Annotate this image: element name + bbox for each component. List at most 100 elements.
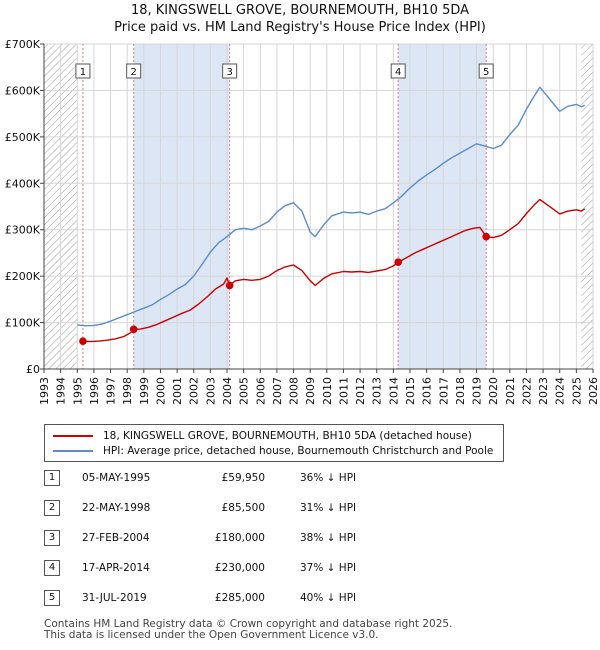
hpi-line — [77, 86, 585, 327]
title-line-2: Price paid vs. HM Land Registry's House … — [114, 20, 486, 35]
x-tick-label: 1994 — [55, 377, 68, 405]
legend-label-hpi: HPI: Average price, detached house, Bour… — [103, 445, 494, 457]
x-tick-label: 2005 — [238, 377, 251, 405]
sale-row: 5 31-JUL-2019 £285,000 40% ↓ HPI — [0, 590, 600, 608]
x-tick-label: 2017 — [437, 377, 450, 405]
sale-marker-box — [75, 63, 91, 79]
sale-number: 5 — [44, 590, 60, 606]
sale-price: £180,000 — [214, 532, 265, 544]
sale-point — [79, 337, 87, 345]
legend-item-property: 18, KINGSWELL GROVE, BOURNEMOUTH, BH10 5… — [53, 429, 472, 443]
x-tick-label: 2014 — [387, 377, 400, 405]
y-tick-label: £500K — [5, 131, 41, 144]
property-line — [82, 198, 586, 343]
sale-marker-label: 3 — [226, 67, 232, 78]
sale-number: 3 — [44, 530, 60, 546]
sale-number: 4 — [44, 560, 60, 576]
x-tick-label: 2023 — [537, 377, 550, 405]
x-tick-label: 2002 — [188, 377, 201, 405]
x-tick-label: 2012 — [354, 377, 367, 405]
sale-point — [394, 258, 402, 267]
sale-delta: 37% ↓ HPI — [300, 562, 357, 574]
y-tick-label: £100K — [5, 317, 41, 330]
sale-row: 3 27-FEB-2004 £180,000 38% ↓ HPI — [0, 530, 600, 548]
title-line-1: 18, KINGSWELL GROVE, BOURNEMOUTH, BH10 5… — [130, 3, 470, 18]
sale-marker-box — [222, 63, 238, 79]
x-tick-label: 1998 — [121, 377, 134, 405]
legend-swatch-hpi — [53, 450, 93, 452]
footer-copyright: Contains HM Land Registry data © Crown c… — [44, 618, 453, 630]
x-tick-label: 2018 — [454, 377, 467, 405]
sale-delta: 40% ↓ HPI — [300, 592, 357, 604]
y-tick-label: £700K — [5, 38, 41, 51]
sale-price: £85,500 — [221, 502, 265, 514]
y-tick-label: £400K — [5, 177, 41, 190]
x-tick-label: 2015 — [404, 377, 417, 405]
x-tick-label: 2024 — [554, 377, 567, 405]
x-tick-label: 2003 — [204, 377, 217, 405]
sale-row: 1 05-MAY-1995 £59,950 36% ↓ HPI — [0, 470, 600, 488]
sale-marker-box — [390, 63, 406, 79]
y-tick-label: £0 — [26, 363, 40, 376]
sale-row: 4 17-APR-2014 £230,000 37% ↓ HPI — [0, 560, 600, 578]
legend-label-property: 18, KINGSWELL GROVE, BOURNEMOUTH, BH10 5… — [103, 430, 472, 442]
x-tick-label: 2016 — [421, 377, 434, 405]
x-tick-label: 2008 — [288, 377, 301, 405]
x-tick-label: 1997 — [105, 377, 118, 405]
x-tick-label: 2006 — [254, 377, 267, 405]
x-tick-label: 2025 — [570, 377, 583, 405]
sale-marker-label: 2 — [130, 67, 136, 78]
x-tick-label: 2021 — [504, 377, 517, 405]
sale-number: 1 — [44, 470, 60, 486]
sale-marker-label: 1 — [80, 67, 86, 78]
x-tick-label: 1993 — [38, 377, 51, 405]
sale-price: £285,000 — [214, 592, 265, 604]
legend-item-hpi: HPI: Average price, detached house, Bour… — [53, 444, 493, 458]
sale-price: £230,000 — [214, 562, 265, 574]
x-tick-label: 2001 — [171, 377, 184, 405]
sale-delta: 38% ↓ HPI — [300, 532, 357, 544]
x-tick-label: 2013 — [371, 377, 384, 405]
x-tick-label: 2007 — [271, 377, 284, 405]
x-tick-label: 2004 — [221, 377, 234, 405]
x-tick-label: 2026 — [587, 377, 600, 405]
y-tick-label: £600K — [5, 84, 41, 97]
y-tick-label: £300K — [5, 224, 41, 237]
sale-date: 05-MAY-1995 — [82, 472, 151, 484]
footer-licence: This data is licensed under the Open Gov… — [44, 629, 379, 641]
sale-date: 31-JUL-2019 — [82, 592, 147, 604]
sale-delta: 31% ↓ HPI — [300, 502, 357, 514]
sale-point — [129, 325, 138, 334]
legend: 18, KINGSWELL GROVE, BOURNEMOUTH, BH10 5… — [44, 424, 504, 462]
sale-number: 2 — [44, 500, 60, 516]
x-tick-label: 1995 — [71, 377, 84, 405]
x-tick-label: 1999 — [138, 377, 151, 405]
shaded-range — [133, 44, 230, 369]
x-tick-label: 2019 — [471, 377, 484, 405]
sale-marker-box — [126, 63, 142, 79]
footer: Contains HM Land Registry data © Crown c… — [44, 619, 452, 641]
x-tick-label: 2011 — [337, 377, 350, 405]
price-chart: 1 2 3 4 5 £0 £100K £200K £300K £400K £500K £600K £7… — [5, 38, 600, 405]
x-tick-label: 2009 — [304, 377, 317, 405]
sale-marker-label: 4 — [395, 67, 401, 78]
x-tick-label: 2020 — [487, 377, 500, 405]
x-tick-label: 1996 — [88, 377, 101, 405]
sale-row: 2 22-MAY-1998 £85,500 31% ↓ HPI — [0, 500, 600, 518]
sale-delta: 36% ↓ HPI — [300, 472, 357, 484]
x-tick-label: 2010 — [321, 377, 334, 405]
sale-price: £59,950 — [221, 472, 265, 484]
sale-point — [225, 281, 234, 290]
hatched-region — [581, 44, 593, 369]
sale-point — [482, 232, 490, 241]
sale-marker-box — [478, 63, 494, 79]
x-tick-label: 2000 — [154, 377, 167, 405]
legend-swatch-property — [53, 435, 93, 437]
sale-date: 27-FEB-2004 — [82, 532, 150, 544]
sale-date: 22-MAY-1998 — [82, 502, 151, 514]
chart-title: 18, KINGSWELL GROVE, BOURNEMOUTH, BH10 5… — [0, 2, 600, 36]
shaded-range — [398, 44, 487, 369]
sale-marker-label: 5 — [483, 67, 489, 78]
sale-date: 17-APR-2014 — [82, 562, 150, 574]
y-tick-label: £200K — [5, 270, 41, 283]
